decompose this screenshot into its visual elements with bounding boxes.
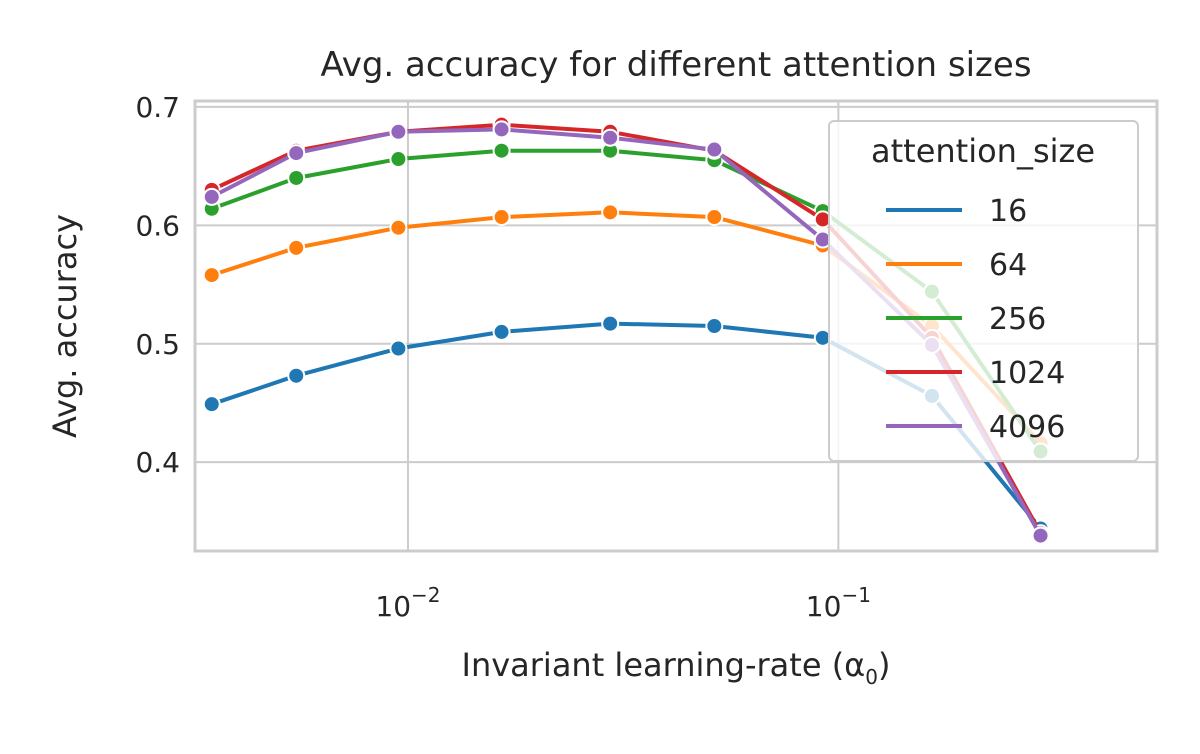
data-point-64-3 [492,208,511,227]
x-tick-base: 10 [806,590,842,623]
legend-entry-4096: 4096 [886,410,1065,445]
x-tick-base: 10 [375,590,411,623]
data-point-256-3 [492,141,511,160]
data-point-4096-1 [287,144,306,163]
data-point-64-0 [202,266,221,285]
data-point-64-5 [705,208,724,227]
x-tick-exponent: −2 [411,583,440,607]
legend-label-1024: 1024 [989,356,1065,391]
data-point-64-2 [389,218,408,237]
x-axis-label-close: ) [878,646,890,684]
data-point-256-1 [287,168,306,187]
data-point-64-4 [601,203,620,222]
data-point-16-2 [389,339,408,358]
data-point-4096-3 [492,120,511,139]
x-axis-label-subscript: 0 [865,665,878,689]
x-tick-label-0: 10−2 [375,583,440,623]
data-point-4096-4 [601,128,620,147]
x-tick-exponent: −1 [841,583,870,607]
legend-title: attention_size [871,132,1095,170]
legend: attention_size 16 64 256 1024 4096 [828,120,1139,462]
legend-entry-1024: 1024 [886,356,1065,391]
data-point-64-1 [287,238,306,257]
legend-label-16: 16 [989,194,1027,229]
y-ticks: 0.4 0.5 0.6 0.7 [135,91,180,479]
data-point-16-1 [287,366,306,385]
data-point-4096-2 [389,122,408,141]
y-axis-label: Avg. accuracy [46,214,84,438]
data-point-16-0 [202,395,221,414]
legend-entry-256: 256 [886,302,1046,337]
data-point-4096-8 [1031,526,1050,545]
data-point-16-3 [492,322,511,341]
x-tick-label-1: 10−1 [806,583,871,623]
plot-frame [193,99,1159,553]
legend-label-4096: 4096 [989,410,1065,445]
x-axis-label-main: Invariant learning-rate (α [462,646,866,684]
legend-entries: 16 64 256 1024 4096 [886,194,1065,445]
data-point-16-5 [705,317,724,335]
legend-entry-16: 16 [886,194,1027,229]
x-ticks: 10−2 10−1 [375,583,871,623]
data-point-16-4 [601,314,620,333]
y-tick-label-0.6: 0.6 [135,209,180,242]
x-axis-label: Invariant learning-rate (α0) [462,646,891,689]
data-point-256-2 [389,150,408,169]
data-point-4096-5 [705,140,724,159]
data-point-4096-0 [202,187,221,206]
legend-entry-64: 64 [886,248,1027,283]
chart-title: Avg. accuracy for different attention si… [320,45,1031,85]
y-tick-label-0.4: 0.4 [135,446,180,479]
legend-label-64: 64 [989,248,1027,283]
y-tick-label-0.7: 0.7 [135,91,180,124]
legend-box [828,120,1139,462]
y-tick-label-0.5: 0.5 [135,328,180,361]
legend-label-256: 256 [989,302,1046,337]
